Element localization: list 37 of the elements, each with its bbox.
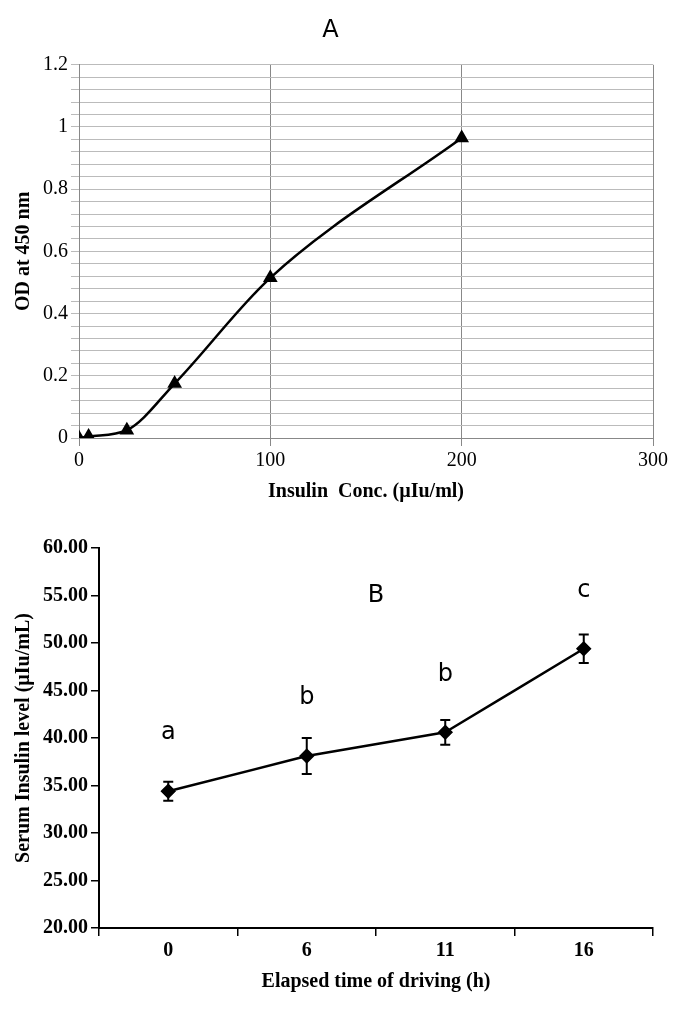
x-tick-label: 11 xyxy=(435,938,455,961)
y-tick-label: 60.00 xyxy=(43,535,88,558)
x-tick-label: 0 xyxy=(163,938,174,961)
y-tick-label: 1.2 xyxy=(43,52,68,75)
y-tick-label: 25.00 xyxy=(43,867,88,890)
text: B xyxy=(367,579,385,608)
y-axis-title: Serum Insulin level (µIu/mL) xyxy=(11,613,35,863)
y-tick-label: 0 xyxy=(58,425,68,448)
annotation: b xyxy=(437,658,453,687)
point xyxy=(455,130,469,143)
y-tick-label: 20.00 xyxy=(43,915,88,938)
point xyxy=(120,422,134,435)
x-tick-label: 100 xyxy=(255,448,286,471)
point xyxy=(168,376,182,388)
y-tick-label: 35.00 xyxy=(43,772,88,795)
x-axis-title: Elapsed time of driving (h) xyxy=(261,969,491,993)
x-axis-title: Insulin Conc. (µIu/ml) xyxy=(267,479,465,503)
y-tick-label: 45.00 xyxy=(43,677,88,700)
annotation: a xyxy=(160,717,176,746)
x-tick-label: 6 xyxy=(301,938,312,961)
x-tick-label: 200 xyxy=(446,448,477,471)
x-tick-label: 16 xyxy=(573,938,594,961)
annotation: b xyxy=(299,682,315,711)
y-tick-label: 1 xyxy=(58,114,68,137)
annotation: c xyxy=(577,574,591,603)
y-tick-label: 40.00 xyxy=(43,725,88,748)
y-tick-label: 0.8 xyxy=(43,176,68,199)
y-tick-label: 0.2 xyxy=(43,363,68,386)
y-tick-label: 30.00 xyxy=(43,820,88,843)
y-tick-label: 55.00 xyxy=(43,582,88,605)
x-tick-label: 300 xyxy=(638,448,668,471)
point xyxy=(263,270,277,283)
y-axis-title: OD at 450 nm xyxy=(11,191,34,312)
chart-title: A xyxy=(322,14,340,43)
y-tick-label: 0.4 xyxy=(43,300,68,323)
y-tick-label: 0.6 xyxy=(43,238,68,261)
y-tick-label: 50.00 xyxy=(43,630,88,653)
